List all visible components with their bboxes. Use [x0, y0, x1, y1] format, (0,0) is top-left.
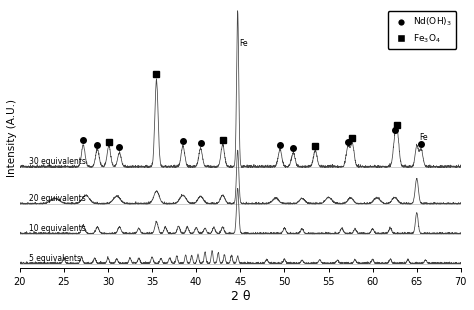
- Text: Fe: Fe: [239, 38, 248, 47]
- Y-axis label: Intensity (A.U.): Intensity (A.U.): [7, 99, 17, 177]
- Text: 5 equivalents: 5 equivalents: [28, 254, 81, 263]
- Legend: Nd(OH)$_3$, Fe$_3$O$_4$: Nd(OH)$_3$, Fe$_3$O$_4$: [388, 11, 456, 49]
- Text: 30 equivalents: 30 equivalents: [28, 157, 85, 166]
- X-axis label: 2 θ: 2 θ: [230, 290, 250, 303]
- Text: 10 equivalents: 10 equivalents: [28, 224, 85, 233]
- Text: 20 equivalents: 20 equivalents: [28, 194, 85, 203]
- Text: Fe: Fe: [419, 133, 428, 142]
